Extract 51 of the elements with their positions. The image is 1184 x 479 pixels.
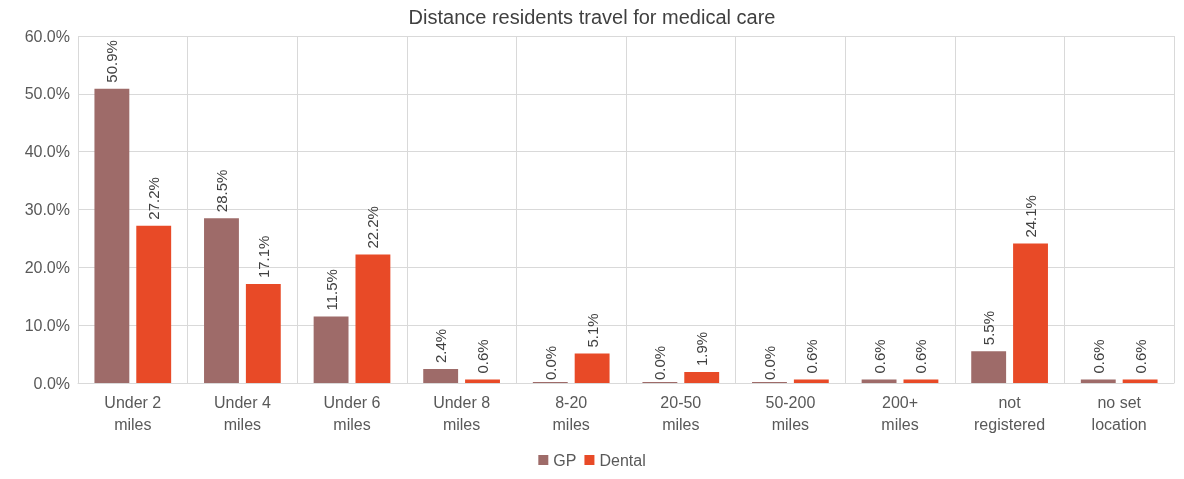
data-label: 0.6% (870, 339, 888, 374)
x-tick-label: Under 8 miles (433, 393, 491, 433)
data-label: 0.6% (1089, 339, 1107, 374)
bar (684, 372, 720, 383)
data-label: 0.0% (760, 345, 778, 380)
data-label: 1.9% (693, 331, 711, 367)
x-tick-label: Under 4 miles (213, 393, 271, 433)
bar (1013, 243, 1048, 383)
bar (574, 353, 610, 383)
x-tick-label: 8-20 miles (552, 393, 590, 433)
data-label: 0.0% (541, 345, 559, 380)
data-label: 24.1% (1022, 195, 1040, 238)
x-tick-label: 20-50 miles (660, 393, 702, 433)
x-tick-label: not registered (974, 393, 1046, 433)
data-label: 0.6% (802, 339, 820, 374)
data-label: 0.6% (1131, 339, 1149, 374)
data-label: 17.1% (254, 235, 272, 279)
bar (355, 254, 391, 383)
y-tick-label: 60.0% (24, 27, 70, 45)
y-tick-label: 10.0% (24, 316, 70, 334)
data-label: 5.1% (583, 313, 601, 348)
y-tick-label: 40.0% (24, 143, 70, 161)
data-label: 27.2% (145, 177, 163, 220)
bar (313, 316, 349, 383)
data-label: 2.4% (432, 328, 450, 364)
legend-label: Dental (599, 451, 646, 469)
data-label: 50.9% (103, 40, 121, 83)
bar (204, 218, 239, 383)
data-label: 0.0% (651, 345, 669, 380)
data-label: 28.5% (212, 169, 230, 213)
legend-label: GP (553, 451, 577, 469)
y-tick-label: 20.0% (24, 258, 70, 276)
y-tick-label: 30.0% (24, 201, 70, 218)
data-label: 22.2% (364, 206, 382, 249)
bar (971, 351, 1007, 383)
bar (94, 88, 130, 383)
data-label: 11.5% (322, 269, 340, 311)
y-tick-label: 0.0% (33, 374, 70, 392)
bar (136, 225, 172, 383)
x-tick-label: Under 2 miles (104, 393, 162, 433)
x-tick-label: no set location (1091, 393, 1147, 433)
data-label: 5.5% (980, 310, 998, 346)
data-label: 0.6% (912, 339, 930, 374)
y-tick-label: 50.0% (24, 85, 70, 103)
data-label: 0.6% (474, 339, 492, 374)
x-tick-label: Under 6 miles (323, 393, 381, 433)
x-tick-label: 200+ miles (881, 393, 919, 433)
chart-title: Distance residents travel for medical care (408, 6, 776, 28)
bar (245, 284, 281, 383)
bar (423, 369, 459, 383)
x-tick-label: 50-200 miles (765, 393, 816, 433)
